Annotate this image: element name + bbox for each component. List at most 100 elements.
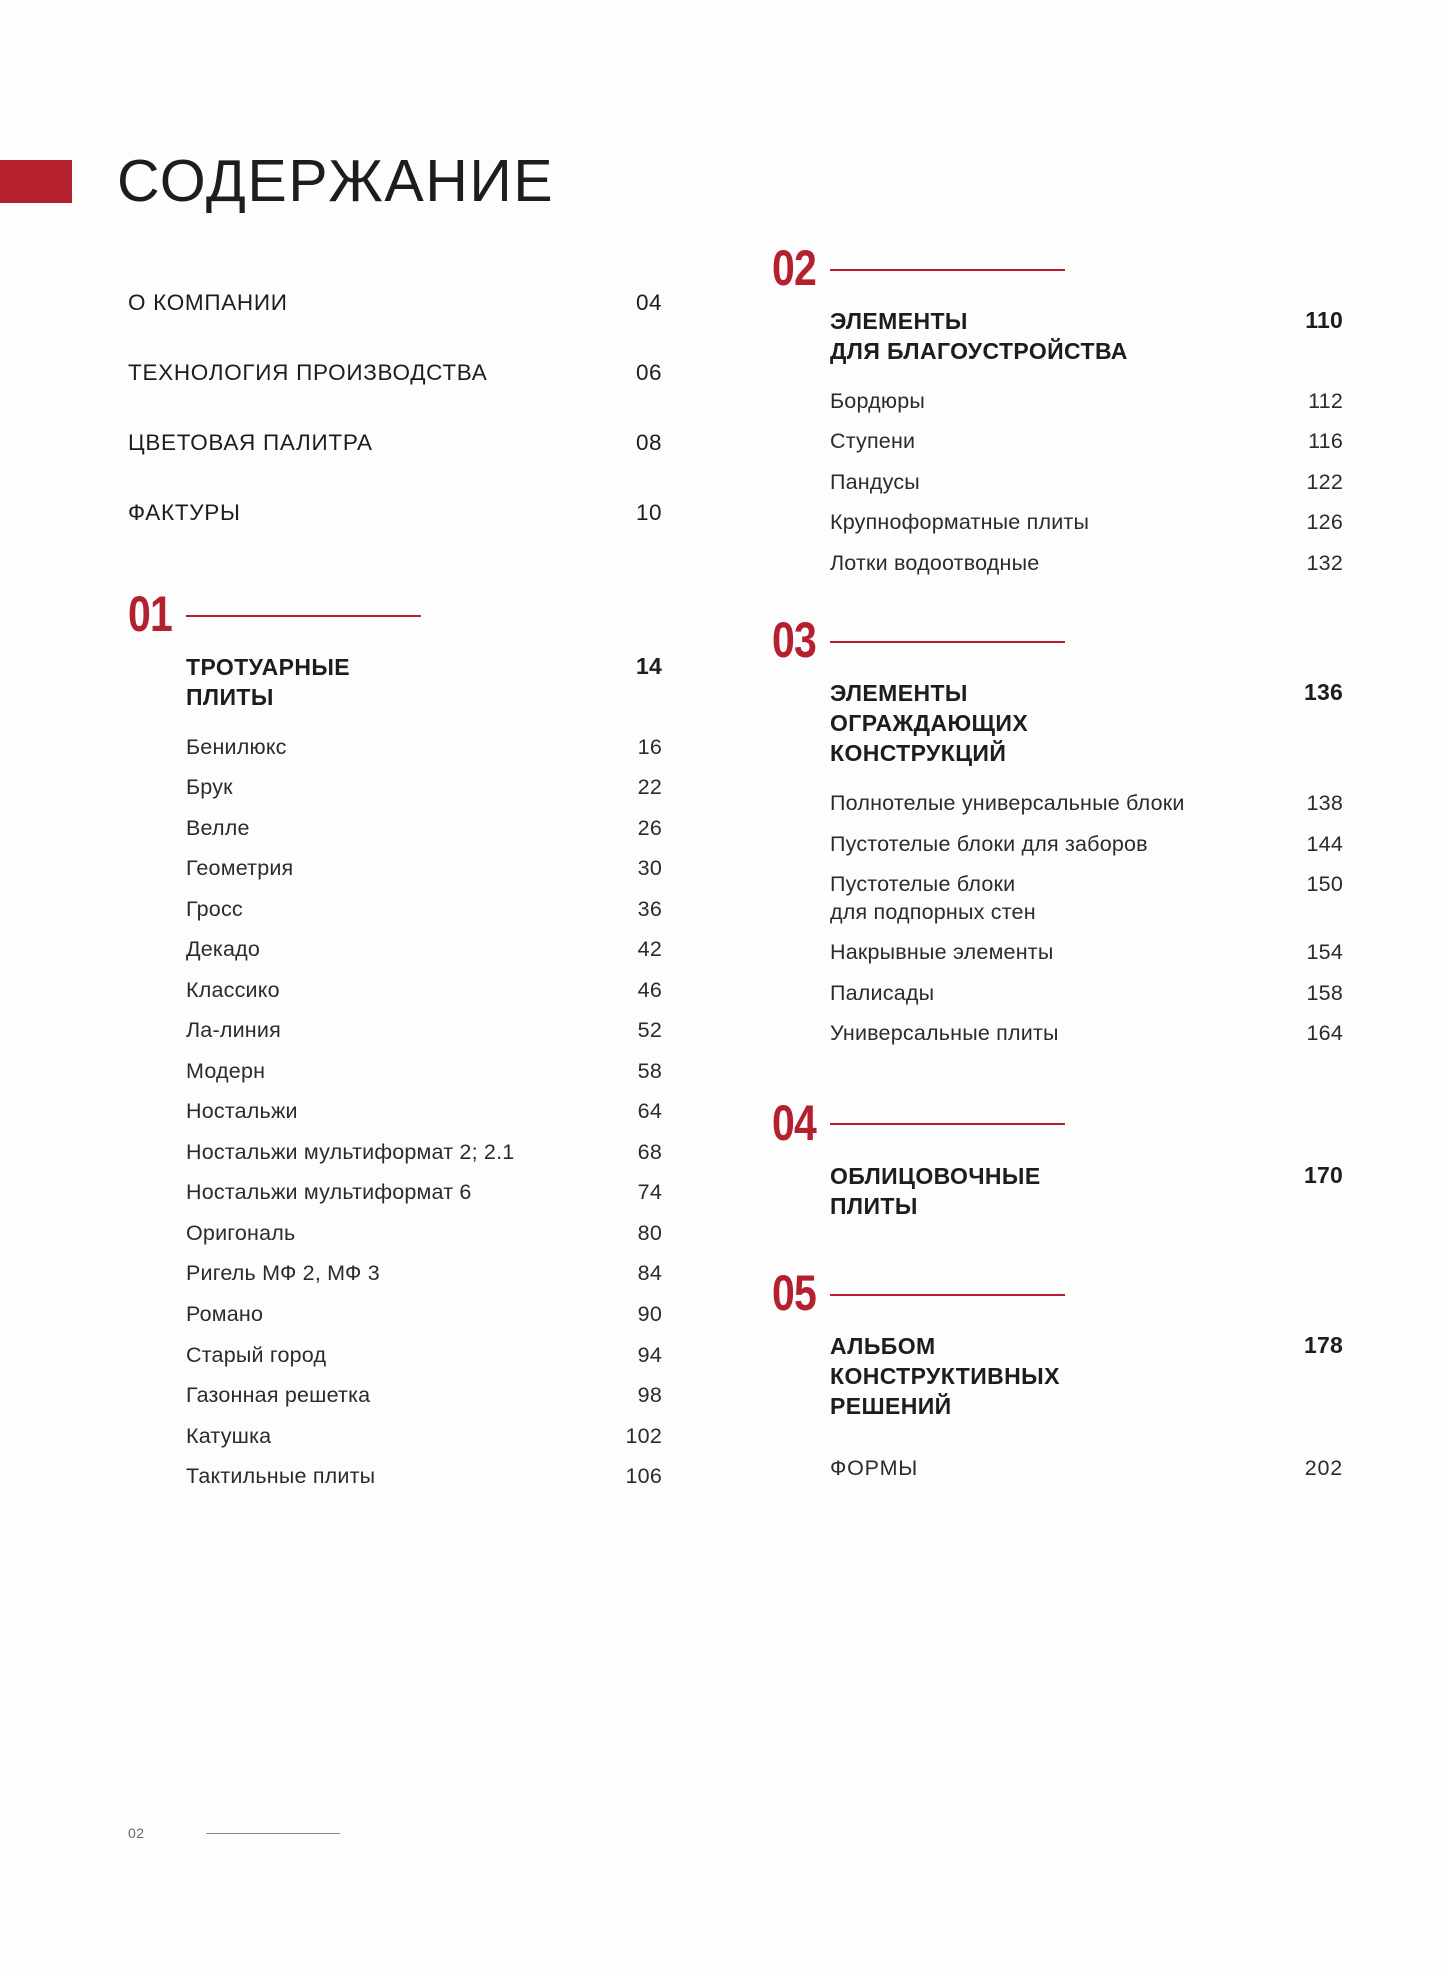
- accent-square-icon: [0, 160, 72, 203]
- toc-column-right: 02 ЭЛЕМЕНТЫ ДЛЯ БЛАГОУСТРОЙСТВА 110 Борд…: [700, 243, 1448, 1481]
- list-item[interactable]: Декадо 42: [186, 936, 662, 977]
- toc-row-label: ТЕХНОЛОГИЯ ПРОИЗВОДСТВА: [128, 360, 488, 385]
- list-item[interactable]: Универсальные плиты 164: [830, 1020, 1343, 1061]
- section-body: ЭЛЕМЕНТЫ ОГРАЖДАЮЩИХ КОНСТРУКЦИЙ 136 Пол…: [772, 661, 1343, 1060]
- list-item-label: Палисады: [830, 980, 935, 1005]
- list-item[interactable]: Лотки водоотводные 132: [830, 550, 1343, 591]
- toc-row-label: ЦВЕТОВАЯ ПАЛИТРА: [128, 430, 373, 455]
- list-item[interactable]: Крупноформатные плиты 126: [830, 509, 1343, 550]
- section-rule: [830, 1293, 1065, 1296]
- section-title-row[interactable]: ТРОТУАРНЫЕ ПЛИТЫ 14: [186, 653, 662, 713]
- list-item-label: Крупноформатные плиты: [830, 510, 1090, 535]
- section-title: ЭЛЕМЕНТЫ ОГРАЖДАЮЩИХ КОНСТРУКЦИЙ: [830, 680, 1029, 767]
- list-item-label: Пустотелые блоки для подпорных стен: [830, 872, 1036, 924]
- toc-section-04: 04 ОБЛИЦОВОЧНЫЕ ПЛИТЫ 170: [772, 1098, 1343, 1222]
- list-item[interactable]: Велле 26: [186, 815, 662, 856]
- list-item[interactable]: Катушка 102: [186, 1423, 662, 1464]
- section-number: 03: [772, 612, 817, 669]
- list-item[interactable]: Оригональ 80: [186, 1220, 662, 1261]
- toc-row[interactable]: ФАКТУРЫ 10: [128, 500, 662, 570]
- section-page: 178: [1304, 1332, 1343, 1359]
- page-footer: 02: [128, 1825, 340, 1841]
- list-item[interactable]: Романо 90: [186, 1301, 662, 1342]
- list-item[interactable]: Полнотелые универсальные блоки 138: [830, 790, 1343, 831]
- section-body: ОБЛИЦОВОЧНЫЕ ПЛИТЫ 170: [772, 1144, 1343, 1222]
- list-item[interactable]: Классико 46: [186, 977, 662, 1018]
- section-title-row[interactable]: ОБЛИЦОВОЧНЫЕ ПЛИТЫ 170: [830, 1162, 1343, 1222]
- list-item[interactable]: Брук 22: [186, 774, 662, 815]
- list-item[interactable]: Геометрия 30: [186, 855, 662, 896]
- list-item-page: 116: [1308, 429, 1343, 454]
- section-item-list: Бенилюкс 16 Брук 22 Велле 26 Геометрия: [186, 734, 662, 1504]
- list-item[interactable]: Ностальжи мультиформат 2; 2.1 68: [186, 1139, 662, 1180]
- list-item[interactable]: ФОРМЫ 202: [830, 1456, 1343, 1481]
- list-item-label: Классико: [186, 977, 280, 1002]
- list-item-page: 138: [1306, 791, 1343, 816]
- section-body: ЭЛЕМЕНТЫ ДЛЯ БЛАГОУСТРОЙСТВА 110 Бордюры…: [772, 289, 1343, 590]
- list-item[interactable]: Пустотелые блоки для заборов 144: [830, 831, 1343, 872]
- toc-row[interactable]: О КОМПАНИИ 04: [128, 290, 662, 360]
- list-item[interactable]: Бордюры 112: [830, 388, 1343, 429]
- list-item[interactable]: Ностальжи 64: [186, 1098, 662, 1139]
- list-item-label: Модерн: [186, 1058, 266, 1083]
- list-item[interactable]: Бенилюкс 16: [186, 734, 662, 775]
- list-item-page: 94: [637, 1342, 662, 1367]
- list-item[interactable]: Старый город 94: [186, 1342, 662, 1383]
- list-item-page: 122: [1306, 469, 1343, 494]
- list-item-page: 106: [625, 1464, 662, 1489]
- toc-row[interactable]: ЦВЕТОВАЯ ПАЛИТРА 08: [128, 430, 662, 500]
- toc-columns: О КОМПАНИИ 04 ТЕХНОЛОГИЯ ПРОИЗВОДСТВА 06…: [0, 243, 1448, 1504]
- list-item[interactable]: Модерн 58: [186, 1058, 662, 1099]
- section-header: 02: [772, 243, 1343, 293]
- section-page: 14: [636, 653, 662, 679]
- section-page: 110: [1305, 307, 1343, 333]
- list-item-label: Ностальжи мультиформат 6: [186, 1180, 472, 1205]
- section-title: ОБЛИЦОВОЧНЫЕ ПЛИТЫ: [830, 1162, 1041, 1219]
- list-item-page: 144: [1306, 831, 1343, 856]
- list-item[interactable]: Накрывные элементы 154: [830, 939, 1343, 980]
- list-item[interactable]: Ступени 116: [830, 428, 1343, 469]
- list-item-page: 150: [1306, 872, 1343, 897]
- list-item[interactable]: Тактильные плиты 106: [186, 1463, 662, 1504]
- front-matter-list: О КОМПАНИИ 04 ТЕХНОЛОГИЯ ПРОИЗВОДСТВА 06…: [128, 290, 662, 570]
- footer-rule: [205, 1832, 340, 1834]
- section-title-row[interactable]: ЭЛЕМЕНТЫ ДЛЯ БЛАГОУСТРОЙСТВА 110: [830, 307, 1343, 367]
- section-header: 01: [128, 589, 662, 639]
- list-item-label: Оригональ: [186, 1220, 296, 1245]
- list-item[interactable]: Газонная решетка 98: [186, 1382, 662, 1423]
- list-item-label: Универсальные плиты: [830, 1021, 1059, 1046]
- list-item-page: 22: [637, 775, 662, 800]
- toc-row-page: 10: [635, 500, 662, 525]
- list-item-page: 64: [637, 1099, 662, 1124]
- list-item-page: 42: [637, 937, 662, 962]
- section-title-row[interactable]: АЛЬБОМ КОНСТРУКТИВНЫХ РЕШЕНИЙ 178: [830, 1332, 1343, 1422]
- section-body: АЛЬБОМ КОНСТРУКТИВНЫХ РЕШЕНИЙ 178 ФОРМЫ …: [772, 1314, 1343, 1481]
- toc-column-left: О КОМПАНИИ 04 ТЕХНОЛОГИЯ ПРОИЗВОДСТВА 06…: [0, 290, 700, 1504]
- toc-row-label: О КОМПАНИИ: [128, 290, 288, 315]
- list-item[interactable]: Ностальжи мультиформат 6 74: [186, 1179, 662, 1220]
- list-item-page: 112: [1308, 388, 1343, 413]
- section-number: 05: [772, 1265, 817, 1322]
- list-item-page: 52: [637, 1018, 662, 1043]
- toc-row[interactable]: ТЕХНОЛОГИЯ ПРОИЗВОДСТВА 06: [128, 360, 662, 430]
- list-item[interactable]: Ригель МФ 2, МФ 3 84: [186, 1260, 662, 1301]
- list-item-page: 80: [637, 1220, 662, 1245]
- list-item-label: Ностальжи мультиформат 2; 2.1: [186, 1139, 515, 1164]
- list-item[interactable]: Пандусы 122: [830, 469, 1343, 510]
- list-item-page: 90: [637, 1302, 662, 1326]
- list-item[interactable]: Ла-линия 52: [186, 1017, 662, 1058]
- list-item-label: Ригель МФ 2, МФ 3: [186, 1261, 380, 1286]
- section-rule: [830, 640, 1065, 643]
- list-item[interactable]: Палисады 158: [830, 980, 1343, 1021]
- toc-row-label: ФАКТУРЫ: [128, 500, 241, 525]
- list-item[interactable]: Гросс 36: [186, 896, 662, 937]
- list-item-label: Романо: [186, 1302, 264, 1326]
- section-title-row[interactable]: ЭЛЕМЕНТЫ ОГРАЖДАЮЩИХ КОНСТРУКЦИЙ 136: [830, 679, 1343, 769]
- list-item-label: Велле: [186, 815, 250, 840]
- section-rule: [830, 268, 1065, 271]
- list-item[interactable]: Пустотелые блоки для подпорных стен 150: [830, 871, 1343, 939]
- list-item-label: Ла-линия: [186, 1018, 281, 1043]
- section-item-list: Полнотелые универсальные блоки 138 Пусто…: [830, 790, 1343, 1061]
- list-item-label: ФОРМЫ: [830, 1456, 919, 1481]
- list-item-page: 46: [637, 977, 662, 1002]
